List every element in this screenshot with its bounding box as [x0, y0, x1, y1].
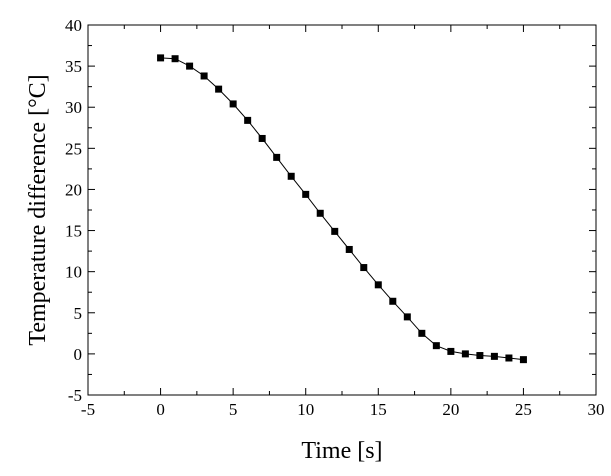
- data-point: [316, 209, 324, 217]
- y-tick-label: 25: [65, 139, 82, 158]
- data-point: [519, 356, 527, 364]
- y-tick-label: -5: [68, 386, 82, 405]
- data-point: [215, 85, 223, 93]
- data-point: [389, 297, 397, 305]
- x-axis-title: Time [s]: [301, 438, 382, 464]
- x-tick-label: 15: [370, 400, 387, 419]
- y-tick-label: 15: [65, 222, 82, 241]
- data-point: [461, 350, 469, 358]
- y-tick-label: 5: [74, 304, 83, 323]
- x-tick-label: 0: [156, 400, 165, 419]
- data-point: [229, 100, 237, 108]
- data-point: [418, 329, 426, 337]
- y-tick-label: 20: [65, 180, 82, 199]
- data-point: [273, 153, 281, 161]
- x-tick-label: 10: [297, 400, 314, 419]
- y-tick-label: 10: [65, 263, 82, 282]
- data-markers: [157, 54, 527, 364]
- y-tick-label: 0: [74, 345, 83, 364]
- data-point: [157, 54, 165, 62]
- y-tick-label: 30: [65, 98, 82, 117]
- x-tick-label: -5: [81, 400, 95, 419]
- data-point: [302, 190, 310, 198]
- major-ticks: [87, 24, 597, 396]
- data-point: [200, 72, 208, 80]
- y-tick-label: 40: [65, 16, 82, 35]
- x-tick-label: 5: [229, 400, 238, 419]
- data-point: [331, 227, 339, 235]
- x-tick-label: 30: [588, 400, 605, 419]
- data-point: [447, 347, 455, 355]
- data-point: [244, 116, 252, 124]
- data-point: [186, 62, 194, 70]
- data-point: [258, 134, 266, 142]
- data-point: [432, 342, 440, 350]
- x-tick-label: 25: [515, 400, 532, 419]
- x-tick-labels: -5 0 5 10 15 20 25 30: [81, 400, 605, 419]
- data-point: [490, 352, 498, 360]
- data-point: [360, 264, 368, 272]
- minor-ticks: [88, 25, 596, 395]
- data-point: [287, 172, 295, 180]
- y-tick-labels: -5 0 5 10 15 20 25 30 35 40: [65, 16, 82, 405]
- x-tick-label: 20: [442, 400, 459, 419]
- series-line: [160, 57, 524, 361]
- y-axis-title: Temperature difference [°C]: [25, 74, 51, 345]
- data-point: [345, 245, 353, 253]
- y-tick-label: 35: [65, 57, 82, 76]
- data-point: [476, 352, 484, 360]
- data-point: [403, 313, 411, 321]
- data-point: [171, 55, 179, 63]
- plot-frame: [87, 24, 597, 396]
- data-point: [374, 281, 382, 289]
- data-point: [505, 354, 513, 362]
